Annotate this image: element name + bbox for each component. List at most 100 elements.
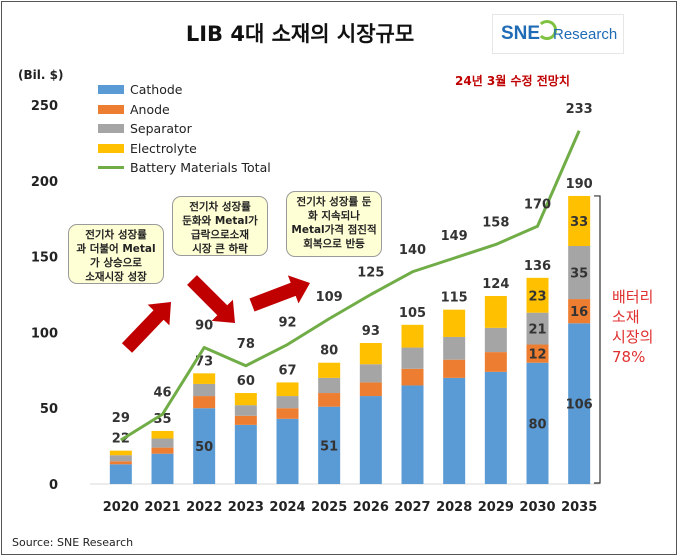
callout-rebound-line: 회복으로 반등 bbox=[303, 238, 365, 250]
legend-label-separator: Separator bbox=[130, 121, 192, 137]
total-line-label: 233 bbox=[566, 102, 593, 117]
bar-segment-electrolyte bbox=[193, 373, 216, 384]
callout-growth-line: 소재시장 성장 bbox=[85, 271, 147, 283]
logo-sne-text: SNE bbox=[501, 23, 541, 44]
y-axis-unit-label: (Bil. $) bbox=[18, 68, 64, 82]
segment-value-label: 51 bbox=[320, 439, 338, 454]
bar-segment-cathode bbox=[443, 377, 466, 484]
callout-decline-line: 시장 큰 하락 bbox=[192, 243, 248, 255]
bar-total-label: 136 bbox=[524, 259, 551, 274]
legend-swatch-separator bbox=[98, 124, 124, 134]
bar-segment-separator bbox=[359, 364, 382, 383]
legend: Cathode Anode Separator Electrolyte Batt… bbox=[98, 80, 271, 178]
battery-share-note: 배터리 소재 시장의 78% bbox=[612, 287, 653, 367]
y-tick-label: 150 bbox=[31, 251, 58, 266]
x-tick-label: 2020 bbox=[103, 500, 139, 515]
callout-decline: 전기차 성장률 둔화와 Metal가 급락으로소재 시장 큰 하락 bbox=[172, 196, 268, 256]
x-tick-label: 2023 bbox=[228, 500, 264, 515]
bar-segment-electrolyte bbox=[568, 195, 591, 246]
bar-segment-separator bbox=[484, 327, 507, 353]
x-tick-label: 2027 bbox=[394, 500, 430, 515]
y-tick-label: 200 bbox=[31, 175, 58, 190]
total-line-label: 78 bbox=[237, 337, 255, 352]
total-line-label: 170 bbox=[524, 197, 551, 212]
legend-item-electrolyte: Electrolyte bbox=[98, 139, 271, 159]
callout-rebound-line: Metal가격 점진적 bbox=[291, 224, 377, 236]
legend-item-separator: Separator bbox=[98, 119, 271, 139]
callout-growth: 전기차 성장률 과 더불어 Metal 가 상승으로 소재시장 성장 bbox=[68, 224, 164, 284]
bar-segment-anode bbox=[484, 352, 507, 372]
x-tick-label: 2035 bbox=[561, 500, 597, 515]
x-tick-label: 2025 bbox=[311, 500, 347, 515]
logo-research-text: Research bbox=[553, 26, 618, 43]
share-note-line: 시장의 bbox=[612, 328, 654, 346]
bar-segment-anode bbox=[234, 415, 257, 425]
sne-research-logo: SNE Research bbox=[492, 14, 624, 54]
bar-total-label: 124 bbox=[482, 277, 509, 292]
legend-swatch-electrolyte bbox=[98, 143, 124, 153]
callout-rebound-line: 전기차 성장률 둔 bbox=[296, 196, 372, 208]
bar-segment-cathode bbox=[568, 323, 591, 484]
bar-segment-separator bbox=[276, 396, 299, 409]
x-tick-label: 2021 bbox=[144, 500, 180, 515]
legend-line-total bbox=[98, 166, 124, 170]
legend-item-anode: Anode bbox=[98, 100, 271, 120]
x-tick-label: 2029 bbox=[478, 500, 514, 515]
segment-value-label: 23 bbox=[528, 289, 546, 304]
callout-decline-line: 급락으로소재 bbox=[191, 229, 249, 241]
bar-segment-separator bbox=[318, 377, 341, 394]
bar-segment-separator bbox=[193, 383, 216, 397]
segment-value-label: 35 bbox=[570, 267, 588, 282]
y-tick-label: 250 bbox=[31, 99, 58, 114]
bar-total-label: 67 bbox=[278, 363, 296, 378]
bar-total-label: 105 bbox=[399, 306, 426, 321]
bar-segment-cathode bbox=[484, 371, 507, 484]
bar-total-label: 115 bbox=[441, 291, 468, 306]
legend-item-cathode: Cathode bbox=[98, 80, 271, 100]
callout-rebound-line: 화 지속되나 bbox=[308, 210, 360, 222]
bar-segment-cathode bbox=[151, 453, 174, 484]
bar-segment-electrolyte bbox=[401, 324, 424, 348]
bar-segment-electrolyte bbox=[359, 343, 382, 365]
bar-segment-cathode bbox=[526, 362, 549, 484]
callout-rebound: 전기차 성장률 둔 화 지속되나 Metal가격 점진적 회복으로 반등 bbox=[286, 191, 382, 257]
callout-growth-line: 전기차 성장률 bbox=[85, 229, 147, 241]
bar-segment-cathode bbox=[109, 464, 132, 484]
trend-arrow-up-icon bbox=[249, 275, 310, 312]
trend-arrow-down-icon bbox=[187, 275, 235, 323]
callout-growth-line: 과 더불어 Metal bbox=[76, 243, 156, 255]
legend-item-total: Battery Materials Total bbox=[98, 158, 271, 178]
bar-total-label: 73 bbox=[195, 354, 213, 369]
x-tick-label: 2024 bbox=[269, 500, 305, 515]
bar-segment-anode bbox=[568, 299, 591, 324]
segment-value-label: 12 bbox=[528, 348, 546, 363]
bar-segment-separator bbox=[151, 438, 174, 448]
x-tick-label: 2022 bbox=[186, 500, 222, 515]
bar-segment-anode bbox=[193, 396, 216, 409]
segment-value-label: 106 bbox=[566, 398, 593, 413]
bar-segment-electrolyte bbox=[109, 450, 132, 456]
bar-total-label: 60 bbox=[237, 374, 255, 389]
callout-decline-line: 전기차 성장률 bbox=[189, 201, 251, 213]
x-tick-label: 2028 bbox=[436, 500, 472, 515]
bar-segment-anode bbox=[359, 382, 382, 397]
bar-segment-separator bbox=[443, 336, 466, 360]
total-line-label: 92 bbox=[278, 316, 296, 331]
total-line bbox=[120, 130, 581, 442]
trend-arrow-up-icon bbox=[121, 302, 171, 353]
bar-segment-anode bbox=[276, 408, 299, 419]
bar-segment-cathode bbox=[234, 424, 257, 484]
bar-segment-separator bbox=[526, 312, 549, 345]
chart-title: LIB 4대 소재의 시장규모 bbox=[185, 22, 415, 46]
bar-segment-separator bbox=[568, 245, 591, 300]
share-note-line: 소재 bbox=[612, 308, 640, 326]
bar-segment-anode bbox=[151, 447, 174, 454]
forecast-update-note: 24년 3월 수정 전망치 bbox=[455, 74, 570, 88]
share-note-line: 78% bbox=[612, 348, 646, 366]
legend-swatch-cathode bbox=[98, 85, 124, 95]
total-line-label: 149 bbox=[441, 229, 468, 244]
x-tick-label: 2030 bbox=[519, 500, 555, 515]
bar-segment-separator bbox=[234, 405, 257, 416]
